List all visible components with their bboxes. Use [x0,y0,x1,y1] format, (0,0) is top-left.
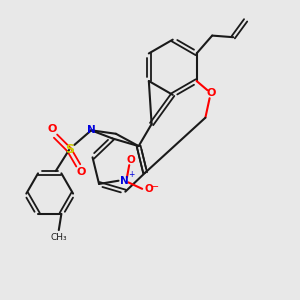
Text: CH₃: CH₃ [50,233,67,242]
Text: N: N [120,176,129,186]
Text: S: S [65,143,74,156]
Text: +: + [128,170,135,179]
Text: O: O [144,184,153,194]
Text: O: O [77,167,86,178]
Text: N: N [87,125,96,135]
Text: O: O [127,155,135,165]
Text: O: O [48,124,57,134]
Text: −: − [151,182,159,192]
Text: O: O [206,88,216,98]
